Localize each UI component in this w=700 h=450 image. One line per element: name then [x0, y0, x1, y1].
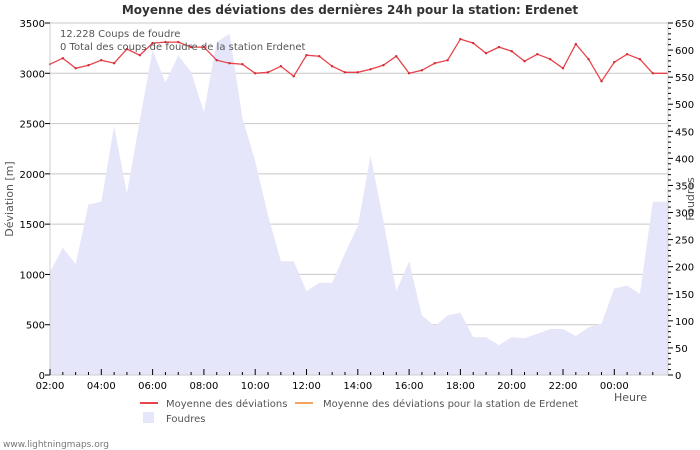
info-station-strikes: 0 Total des coups de foudre de la statio…	[60, 42, 305, 53]
right-tick-label: 650	[675, 19, 694, 30]
right-tick-label: 300	[675, 209, 694, 220]
right-tick-label: 400	[675, 154, 694, 165]
data-point	[177, 40, 180, 44]
data-point	[510, 50, 513, 53]
x-tick-label: 18:00	[446, 381, 475, 392]
x-tick-label: 14:00	[343, 381, 372, 392]
x-axis-ticks: 02:00 04:00 06:00 08:00 10:00 12:00 14:00 16:00…	[36, 369, 654, 392]
credit-link[interactable]: www.lightningmaps.org	[3, 440, 109, 450]
data-point	[305, 54, 308, 57]
data-point	[600, 80, 603, 83]
data-point	[561, 67, 565, 70]
data-point	[228, 62, 231, 65]
left-tick-label: 3000	[20, 69, 45, 80]
x-tick-label: 10:00	[241, 381, 270, 392]
right-axis-ticks: 0 50 100 150 200 250 300 350 400 450 500 550 600 650	[668, 19, 694, 382]
data-point	[215, 59, 218, 62]
x-tick-label: 00:00	[600, 381, 629, 392]
data-point	[343, 71, 347, 74]
data-point	[459, 37, 462, 41]
data-point	[472, 41, 475, 45]
data-point	[420, 69, 424, 72]
right-tick-label: 550	[675, 73, 694, 84]
left-tick-label: 500	[26, 321, 45, 332]
data-point	[330, 65, 334, 68]
x-tick-label: 02:00	[36, 381, 65, 392]
data-point	[266, 71, 270, 74]
data-point	[164, 40, 167, 44]
data-point	[87, 63, 90, 67]
right-tick-label: 250	[675, 236, 694, 247]
legend-label-station-deviation: Moyenne des déviations pour la station d…	[323, 398, 578, 410]
x-tick-label: 16:00	[395, 381, 424, 392]
legend: Moyenne des déviations Moyenne des dévia…	[140, 398, 578, 425]
data-point	[651, 72, 654, 75]
right-tick-label: 100	[675, 317, 694, 328]
left-tick-label: 1000	[20, 270, 45, 281]
foudres-area	[50, 33, 668, 376]
left-tick-label: 2500	[20, 120, 45, 131]
x-tick-label: 12:00	[292, 381, 321, 392]
data-point	[138, 54, 141, 57]
data-point	[625, 53, 629, 56]
left-tick-label: 2000	[20, 170, 45, 181]
data-point	[61, 57, 64, 60]
data-point	[382, 63, 385, 67]
data-point	[523, 60, 526, 63]
data-point	[125, 47, 129, 51]
x-tick-label: 20:00	[497, 381, 526, 392]
x-tick-label: 22:00	[549, 381, 578, 392]
left-axis-title: Déviation [m]	[3, 161, 16, 236]
right-tick-label: 500	[675, 100, 694, 111]
x-axis-title: Heure	[614, 391, 647, 404]
data-point	[241, 62, 244, 66]
data-point	[74, 67, 77, 70]
x-tick-label: 06:00	[138, 381, 167, 392]
right-tick-label: 0	[675, 371, 681, 382]
x-tick-label: 08:00	[189, 381, 218, 392]
data-point	[395, 55, 398, 58]
data-point	[202, 45, 206, 49]
legend-label-deviation: Moyenne des déviations	[166, 398, 287, 410]
data-point	[574, 42, 577, 46]
right-tick-label: 450	[675, 127, 694, 138]
right-axis-title: Foudres	[684, 177, 697, 221]
left-tick-label: 1500	[20, 220, 45, 231]
x-tick-label: 04:00	[87, 381, 116, 392]
data-point	[369, 68, 372, 71]
data-point	[318, 55, 321, 58]
data-point	[407, 72, 411, 75]
legend-swatch-foudres	[143, 412, 154, 423]
data-point	[497, 45, 501, 49]
left-axis-ticks: 0 500 1000 1500 2000 2500 3000 3500	[20, 19, 50, 382]
legend-label-foudres: Foudres	[166, 414, 205, 425]
deviation-points	[48, 37, 654, 83]
data-point	[536, 53, 539, 56]
right-tick-label: 350	[675, 181, 694, 192]
info-strikes: 12.228 Coups de foudre	[60, 29, 180, 40]
data-point	[279, 65, 283, 68]
data-point	[151, 41, 154, 45]
data-point	[356, 71, 359, 74]
right-tick-label: 150	[675, 290, 694, 301]
chart-title: Moyenne des déviations des dernières 24h…	[122, 3, 579, 17]
data-point	[613, 61, 616, 64]
left-tick-label: 0	[39, 371, 45, 382]
right-tick-label: 600	[675, 46, 694, 57]
data-point	[446, 59, 449, 62]
data-point	[100, 59, 103, 62]
data-point	[484, 52, 488, 55]
data-point	[549, 58, 552, 61]
right-tick-label: 50	[675, 344, 688, 355]
data-point	[112, 62, 116, 65]
right-tick-label: 200	[675, 263, 694, 274]
data-point	[638, 58, 642, 61]
data-point	[587, 58, 590, 61]
data-point	[433, 62, 436, 65]
left-tick-label: 3500	[20, 19, 45, 30]
data-point	[254, 72, 257, 75]
data-point	[292, 75, 295, 78]
data-point	[189, 45, 193, 49]
